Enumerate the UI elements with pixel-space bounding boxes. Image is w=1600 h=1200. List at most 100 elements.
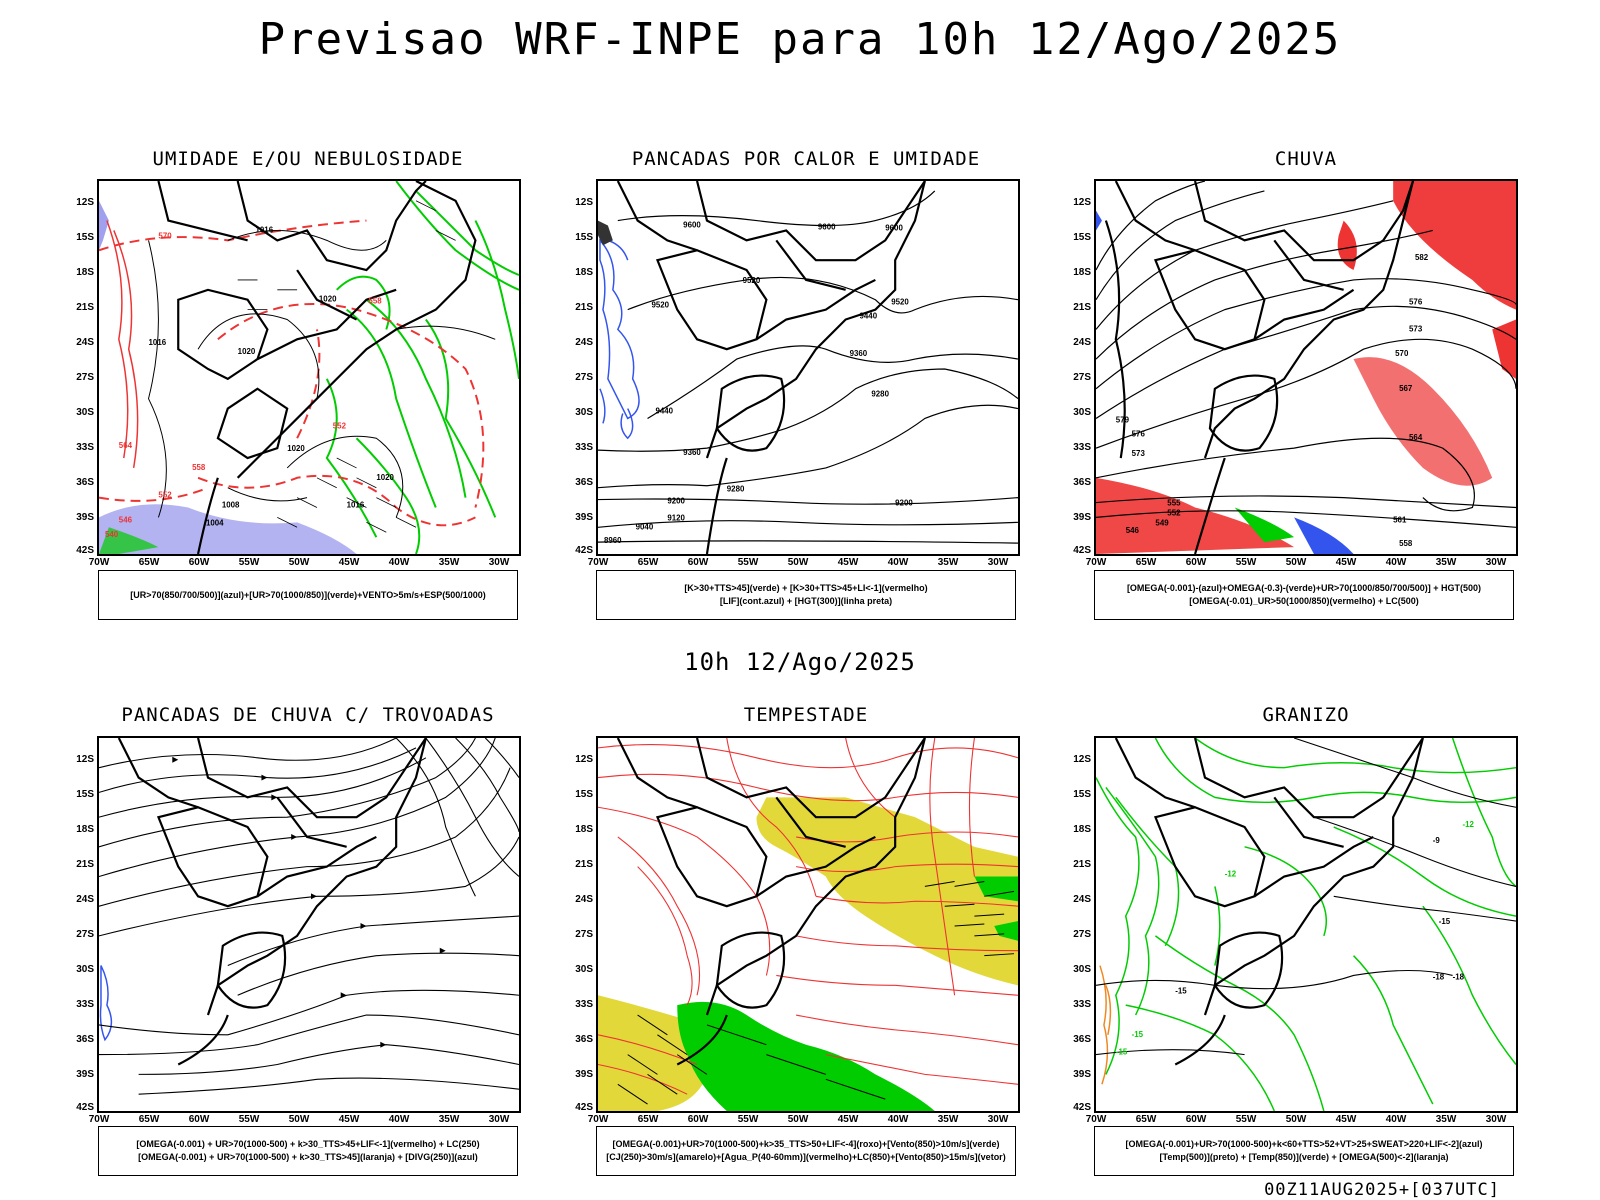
panel-3-title: CHUVA	[1274, 148, 1338, 170]
lat-label: 18S	[575, 824, 593, 835]
panel-5-title: TEMPESTADE	[743, 704, 869, 726]
panel-1-title: UMIDADE E/OU NEBULOSIDADE	[152, 148, 464, 170]
contour-label: 9200	[667, 497, 685, 506]
lat-label: 24S	[76, 337, 94, 348]
lat-label: 18S	[1073, 267, 1091, 278]
panel-6-lon-axis: 70W 65W 60W 55W 50W 45W 40W 35W 30W	[1086, 1114, 1518, 1128]
lat-label: 33S	[76, 999, 94, 1010]
contour-label: 1016	[347, 501, 365, 510]
contour-label: 552	[1167, 508, 1181, 517]
lat-label: 39S	[76, 512, 94, 523]
contour-label: 570	[158, 231, 172, 240]
map-panel-hail[interactable]: -15 -15 -18 -18 -15 -12 -9 -15 -12	[1094, 736, 1518, 1113]
lon-label: 70W	[587, 557, 609, 568]
map-rain-graphics: 582 576 573 570 567 564 561 558 555 552 …	[1096, 181, 1516, 554]
lon-label: 65W	[138, 1114, 160, 1125]
lat-label: 24S	[1073, 337, 1091, 348]
lon-label: 55W	[238, 557, 260, 568]
lat-label: 12S	[1073, 754, 1091, 765]
lon-label: 30W	[488, 557, 510, 568]
lat-label: 24S	[575, 337, 593, 348]
contour-label: 9280	[871, 390, 889, 399]
lon-label: 55W	[737, 1114, 759, 1125]
lat-label: 36S	[76, 1034, 94, 1045]
contour-label: 558	[1399, 539, 1413, 548]
panel-4-lat-axis: 12S 15S 18S 21S 24S 27S 30S 33S 36S 39S …	[66, 736, 96, 1113]
contour-label: 1020	[287, 444, 305, 453]
rain-area-sw	[1096, 477, 1295, 554]
lat-label: 15S	[575, 232, 593, 243]
lon-label: 50W	[1285, 1114, 1307, 1125]
contour-label: 546	[119, 515, 133, 524]
lon-label: 70W	[88, 557, 110, 568]
contour-label: -15	[1439, 917, 1451, 926]
lat-label: 18S	[76, 267, 94, 278]
contour-label: 564	[119, 441, 133, 450]
panel-6-title: GRANIZO	[1262, 704, 1350, 726]
lon-label: 50W	[288, 557, 310, 568]
lat-label: 36S	[1073, 1034, 1091, 1045]
map-panel-heat-showers[interactable]: 9600 9600 9600 9520 9520 9520 9440 9440 …	[596, 179, 1020, 556]
lon-label: 70W	[88, 1114, 110, 1125]
panel-3-lon-axis: 70W 65W 60W 55W 50W 45W 40W 35W 30W	[1086, 557, 1518, 571]
map-panel-storm[interactable]	[596, 736, 1020, 1113]
contour-label: 546	[1126, 526, 1140, 535]
lon-label: 35W	[438, 1114, 460, 1125]
panel-3-legend: [OMEGA(-0.001)-(azul)+OMEGA(-0.3)-(verde…	[1094, 570, 1514, 620]
lon-label: 35W	[937, 1114, 959, 1125]
lat-label: 27S	[1073, 372, 1091, 383]
panel-4-title: PANCADAS DE CHUVA C/ TROVOADAS	[121, 704, 495, 726]
contour-label: 570	[1395, 349, 1409, 358]
contour-label: 9600	[885, 223, 903, 232]
lon-label: 45W	[338, 557, 360, 568]
run-timestamp: 00Z11AUG2025+[037UTC]	[1264, 1180, 1500, 1200]
lat-label: 36S	[76, 477, 94, 488]
rain-area-east	[1353, 357, 1493, 486]
lon-label: 40W	[1385, 1114, 1407, 1125]
contour-label: 9600	[818, 222, 836, 231]
lat-label: 36S	[1073, 477, 1091, 488]
lon-label: 40W	[887, 1114, 909, 1125]
lat-label: 18S	[575, 267, 593, 278]
lat-label: 21S	[76, 859, 94, 870]
lon-label: 60W	[188, 557, 210, 568]
panel-6-lat-axis: 12S 15S 18S 21S 24S 27S 30S 33S 36S 39S …	[1063, 736, 1093, 1113]
lon-label: 55W	[737, 557, 759, 568]
contour-label: 9360	[850, 349, 868, 358]
contour-label: 9200	[895, 499, 913, 508]
legend-line: [UR>70(850/700/500)](azul)+[UR>70(1000/8…	[130, 589, 486, 600]
blue-humidity-area	[99, 504, 357, 554]
lat-label: 36S	[575, 1034, 593, 1045]
contour-label: 540	[105, 530, 119, 539]
lat-label: 42S	[1073, 545, 1091, 556]
lat-label: 42S	[1073, 1102, 1091, 1113]
map-panel-rain[interactable]: 582 576 573 570 567 564 561 558 555 552 …	[1094, 179, 1518, 556]
contour-label: -9	[1433, 836, 1441, 845]
legend-line: [K>30+TTS>45](verde) + [K>30+TTS>45+LI<-…	[684, 583, 928, 593]
lat-label: 39S	[575, 512, 593, 523]
contour-label: 552	[333, 421, 347, 430]
contour-label: 573	[1132, 449, 1146, 458]
lon-label: 40W	[388, 1114, 410, 1125]
panel-1-lat-axis: 12S 15S 18S 21S 24S 27S 30S 33S 36S 39S …	[66, 179, 96, 556]
map-humidity-graphics: 1016 1020 1020 1020 1020 1016 1008 1004 …	[99, 181, 519, 554]
map-panel-humidity[interactable]: 1016 1020 1020 1020 1020 1016 1008 1004 …	[97, 179, 521, 556]
lat-label: 21S	[575, 859, 593, 870]
lat-label: 30S	[76, 407, 94, 418]
rain-area-center	[1337, 220, 1357, 271]
map-thunder-showers-graphics	[99, 738, 519, 1095]
valid-time-title: 10h 12/Ago/2025	[684, 648, 916, 676]
lon-label: 30W	[1485, 1114, 1507, 1125]
contour-label: -15	[1132, 1030, 1144, 1039]
lat-label: 27S	[575, 372, 593, 383]
contour-label: 567	[1399, 384, 1413, 393]
lat-label: 39S	[575, 1069, 593, 1080]
lon-label: 55W	[238, 1114, 260, 1125]
lat-label: 24S	[1073, 894, 1091, 905]
panel-2-lat-axis: 12S 15S 18S 21S 24S 27S 30S 33S 36S 39S …	[565, 179, 595, 556]
panel-3-lat-axis: 12S 15S 18S 21S 24S 27S 30S 33S 36S 39S …	[1063, 179, 1093, 556]
lat-label: 15S	[76, 789, 94, 800]
map-panel-thunder-showers[interactable]	[97, 736, 521, 1113]
contour-label: 582	[1415, 253, 1429, 262]
contour-label: 558	[192, 463, 206, 472]
